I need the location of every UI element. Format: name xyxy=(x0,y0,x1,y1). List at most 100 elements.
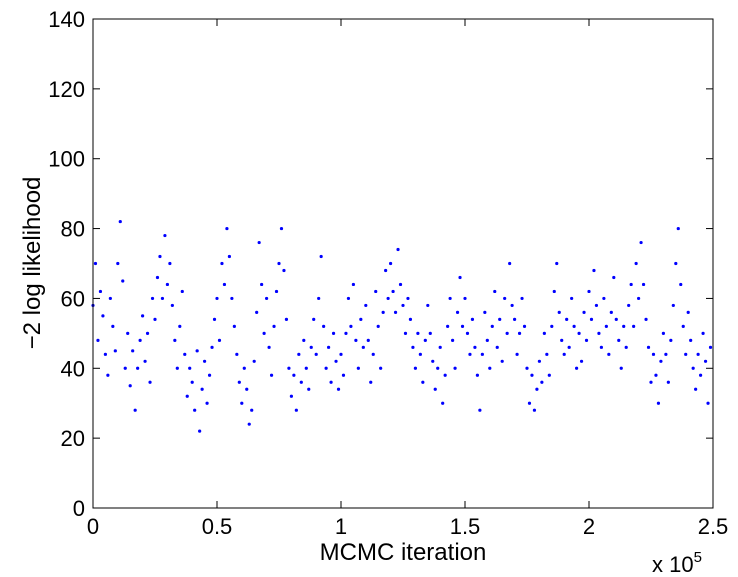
sample-point xyxy=(131,349,135,353)
sample-point xyxy=(307,387,311,391)
sample-point xyxy=(227,254,231,259)
sample-point xyxy=(284,317,289,321)
sample-point xyxy=(689,338,693,342)
sample-point xyxy=(277,261,281,266)
sample-point xyxy=(681,324,685,328)
sample-point xyxy=(421,380,425,384)
sample-point xyxy=(359,317,363,321)
y-tick-label: 100 xyxy=(48,147,85,172)
x-tick-label: 0.5 xyxy=(202,514,233,539)
sample-point xyxy=(515,352,519,356)
sample-point xyxy=(361,345,365,349)
sample-point xyxy=(225,226,229,231)
sample-point xyxy=(155,275,160,280)
sample-point xyxy=(649,380,653,384)
sample-point xyxy=(510,303,514,308)
sample-point xyxy=(344,331,348,335)
sample-point xyxy=(111,324,115,328)
sample-point xyxy=(537,359,542,363)
sample-point xyxy=(386,296,390,301)
sample-point xyxy=(438,345,442,349)
sample-point xyxy=(666,380,670,384)
sample-point xyxy=(371,352,375,356)
sample-point xyxy=(567,345,571,349)
sample-point xyxy=(252,359,256,363)
sample-point xyxy=(230,296,234,301)
sample-point xyxy=(475,373,479,377)
sample-point xyxy=(560,338,564,342)
sample-point xyxy=(646,345,651,349)
sample-point xyxy=(460,324,465,328)
sample-point xyxy=(351,282,355,287)
sample-point xyxy=(579,359,584,363)
sample-point xyxy=(577,331,581,335)
sample-point xyxy=(632,324,636,328)
sample-point xyxy=(126,331,130,335)
sample-point xyxy=(269,373,274,377)
sample-point xyxy=(453,366,457,370)
sample-point xyxy=(517,331,522,335)
x-tick-label: 1 xyxy=(335,514,347,539)
sample-point xyxy=(242,366,246,370)
sample-point xyxy=(302,338,306,342)
sample-point xyxy=(547,373,551,377)
sample-point xyxy=(619,366,623,370)
y-tick-label: 140 xyxy=(48,7,85,32)
sample-point xyxy=(339,352,343,356)
sample-point xyxy=(651,352,656,356)
sample-point xyxy=(235,352,239,356)
sample-point xyxy=(641,282,646,287)
sample-point xyxy=(309,345,313,349)
sample-point xyxy=(398,282,403,287)
sample-point xyxy=(170,303,174,308)
sample-point xyxy=(513,317,517,321)
sample-point xyxy=(525,366,529,370)
sample-point xyxy=(597,331,601,335)
sample-point xyxy=(327,345,331,349)
sample-point xyxy=(679,282,683,287)
sample-point xyxy=(222,282,227,287)
sample-point xyxy=(336,387,341,391)
sample-point xyxy=(433,387,437,391)
y-axis-title: −2 log likelihood xyxy=(19,177,46,350)
sample-point xyxy=(299,380,303,384)
x-tick-label: 1.5 xyxy=(450,514,481,539)
y-tick-label: 0 xyxy=(73,496,85,521)
sample-point xyxy=(572,324,576,328)
sample-point xyxy=(535,387,539,391)
sample-point xyxy=(168,261,172,266)
sample-point xyxy=(498,317,502,321)
sample-point xyxy=(160,296,165,301)
sample-point xyxy=(185,394,189,398)
sample-point xyxy=(138,338,142,342)
sample-point xyxy=(428,331,432,335)
sample-point xyxy=(699,373,703,377)
sample-point xyxy=(527,401,532,405)
sample-point xyxy=(113,349,117,353)
sample-point xyxy=(602,296,606,301)
sample-point xyxy=(356,366,360,370)
sample-point xyxy=(128,384,132,388)
y-tick-label: 120 xyxy=(48,77,85,102)
sample-point xyxy=(413,366,417,370)
sample-point xyxy=(654,373,658,377)
sample-point xyxy=(446,324,450,328)
sample-point xyxy=(644,317,648,321)
sample-point xyxy=(599,345,604,349)
sample-point xyxy=(282,268,286,273)
sample-point xyxy=(106,373,110,377)
sample-point xyxy=(676,226,680,231)
y-tick-labels: 0 20 40 60 80 100 120 140 xyxy=(48,7,85,521)
sample-point xyxy=(522,324,527,328)
sample-point xyxy=(552,289,556,294)
sample-point xyxy=(637,296,641,301)
sample-point xyxy=(116,261,120,266)
x-axis-title: MCMC iteration xyxy=(320,539,487,566)
scatter-points xyxy=(91,219,713,433)
sample-point xyxy=(180,289,184,294)
plot-frame xyxy=(92,18,714,509)
sample-point xyxy=(423,338,427,342)
sample-point xyxy=(148,380,152,384)
sample-point xyxy=(200,387,204,391)
x-tick-labels: 0 0.5 1 1.5 2 2.5 xyxy=(87,514,728,539)
